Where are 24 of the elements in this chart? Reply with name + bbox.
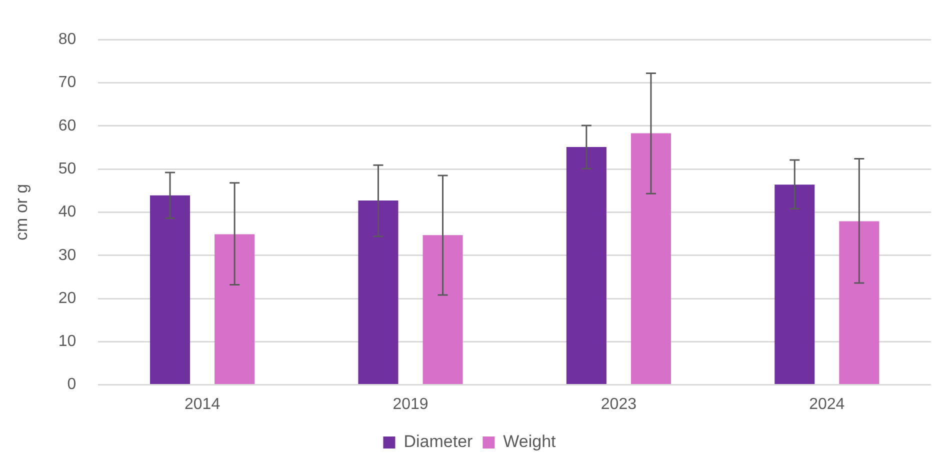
bar xyxy=(214,234,255,384)
y-tick-label: 10 xyxy=(58,333,76,350)
y-tick-label: 50 xyxy=(58,160,76,178)
y-tick-label: 20 xyxy=(58,290,76,307)
y-tick-label: 30 xyxy=(58,246,76,264)
y-tick-label: 0 xyxy=(67,376,76,394)
bar xyxy=(150,195,190,384)
bar xyxy=(422,235,463,384)
y-tick-label: 70 xyxy=(58,74,76,92)
x-tick-label: 2019 xyxy=(392,396,428,413)
x-tick-label: 2024 xyxy=(809,396,845,413)
bar xyxy=(566,147,606,384)
y-tick-label: 60 xyxy=(58,117,76,134)
x-tick-label: 2023 xyxy=(600,396,637,413)
y-tick-label: 40 xyxy=(58,204,76,221)
bar xyxy=(774,184,815,384)
y-tick-label: 80 xyxy=(58,31,76,48)
bar xyxy=(358,200,398,384)
y-axis-title: cm or g xyxy=(12,184,31,241)
bar xyxy=(839,221,880,384)
bar xyxy=(630,133,671,384)
legend-label: Weight xyxy=(503,432,556,452)
x-tick-label: 2014 xyxy=(184,396,220,413)
legend-label: Diameter xyxy=(404,432,474,452)
